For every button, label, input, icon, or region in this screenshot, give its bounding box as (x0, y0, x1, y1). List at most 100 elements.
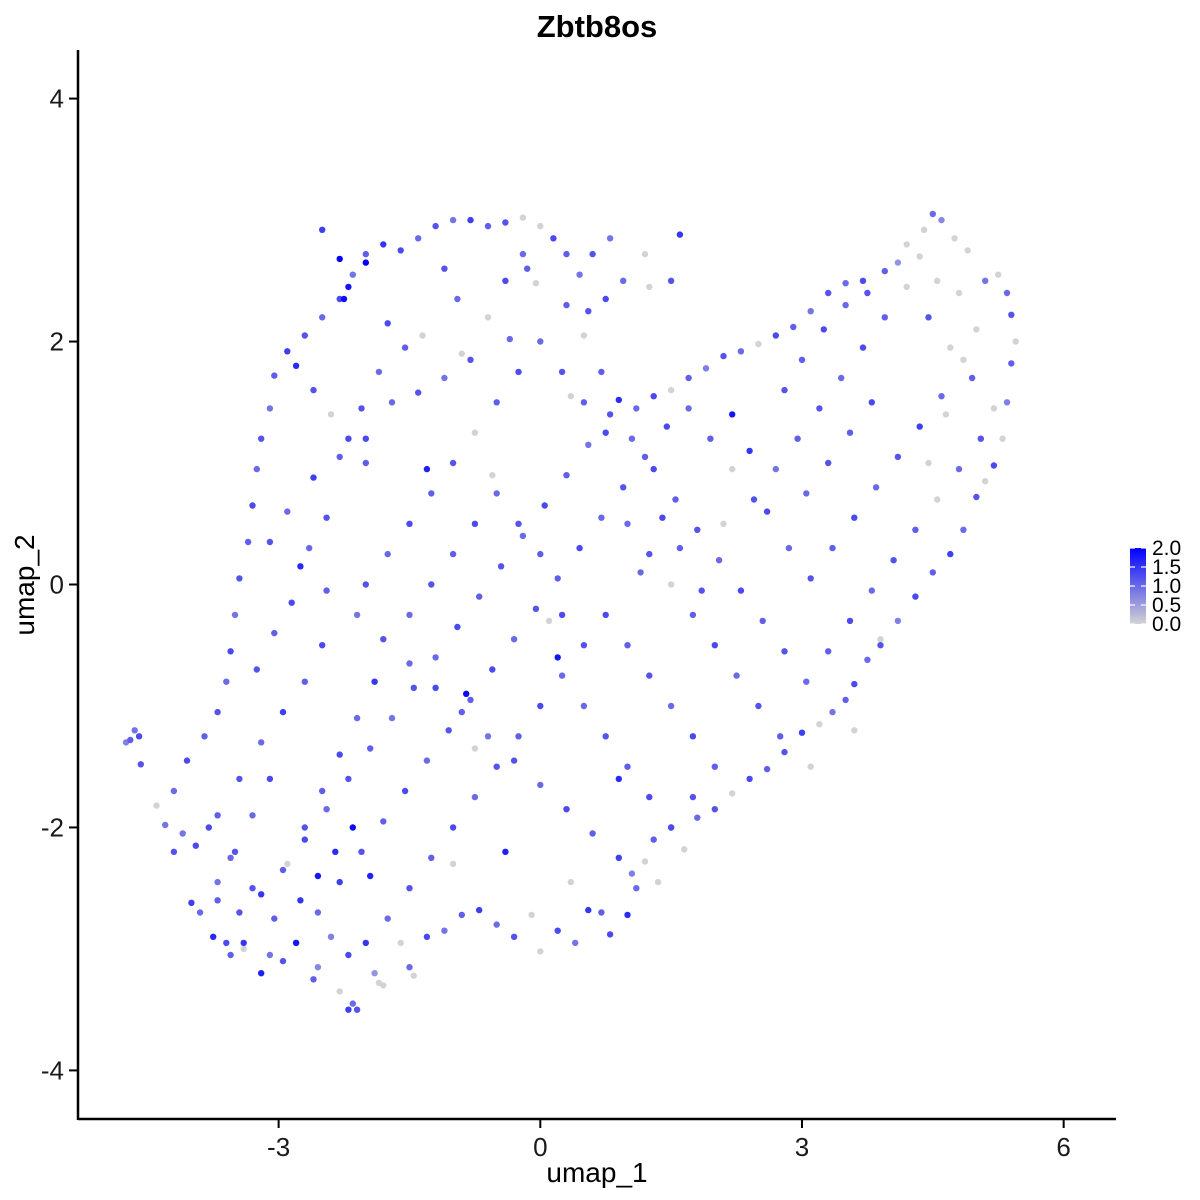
cell-point (449, 860, 457, 868)
cell-point (345, 283, 352, 291)
cell-point (746, 447, 753, 455)
cell-point (471, 520, 479, 527)
cell-point (170, 848, 178, 855)
cell-point (947, 550, 954, 558)
cell-point (685, 405, 692, 412)
cell-point (707, 435, 714, 442)
cell-point (781, 386, 788, 394)
cell-point (576, 544, 583, 552)
cell-point (271, 915, 278, 922)
cell-point (419, 332, 426, 339)
cell-point (877, 642, 884, 649)
y-axis-ticks: -4 -2 0 2 4 (41, 84, 78, 1085)
cell-point (223, 939, 230, 947)
cell-point (266, 775, 274, 783)
cell-point (353, 714, 361, 722)
legend-tick-label: 1.5 (1152, 556, 1181, 579)
cell-point (137, 761, 144, 768)
cell-point (938, 393, 945, 400)
cell-point (537, 702, 544, 710)
x-tick-label: 3 (795, 1132, 809, 1162)
cell-point (550, 235, 557, 242)
cell-point (532, 605, 540, 612)
cell-point (310, 976, 317, 983)
cell-point (362, 259, 369, 266)
cell-point (938, 216, 945, 224)
cell-point (406, 964, 413, 971)
cell-point (297, 897, 304, 904)
cell-point (580, 332, 588, 339)
cell-point (558, 672, 566, 679)
cell-point (467, 696, 474, 704)
cell-point (807, 575, 814, 582)
cell-point (319, 314, 326, 321)
cell-point (423, 757, 431, 764)
cell-point (244, 538, 252, 546)
cell-point (881, 314, 888, 321)
cell-point (231, 611, 239, 619)
cell-point (519, 250, 527, 258)
cell-point (502, 277, 509, 284)
legend-tick-label: 0.5 (1152, 594, 1181, 617)
cell-point (179, 830, 186, 837)
cell-point (685, 374, 692, 382)
cell-point (859, 344, 867, 351)
cell-point (755, 340, 762, 348)
cell-point (515, 520, 522, 527)
cell-point (227, 648, 234, 655)
cell-point (615, 775, 622, 783)
cell-point (825, 648, 832, 655)
cell-point (458, 350, 465, 357)
cell-point (602, 733, 609, 740)
chart-title: Zbtb8os (537, 9, 658, 44)
cell-point (567, 393, 574, 400)
cell-point (362, 459, 369, 467)
cell-point (249, 885, 256, 892)
cell-point (641, 858, 649, 865)
cell-point (271, 629, 278, 637)
cell-point (401, 344, 409, 351)
cell-point (676, 544, 684, 552)
cell-point (785, 544, 793, 552)
cell-point (371, 970, 378, 977)
cell-point (397, 939, 404, 947)
cell-point (606, 411, 614, 418)
cell-point (489, 666, 496, 673)
cell-point (746, 775, 753, 783)
cell-point (842, 696, 849, 704)
cell-point (615, 854, 622, 861)
cell-point (968, 374, 976, 382)
cell-point (929, 569, 936, 576)
cell-point (406, 611, 413, 619)
cell-point (951, 235, 958, 242)
cell-point (288, 599, 295, 606)
cell-point (410, 972, 417, 979)
cell-point (349, 271, 356, 278)
cell-point (737, 587, 745, 594)
cell-point (589, 830, 596, 837)
cell-point (240, 945, 247, 953)
x-axis-title: umap_1 (546, 1157, 647, 1188)
cell-point (864, 656, 871, 663)
cell-point (493, 921, 500, 928)
cell-point (537, 948, 544, 955)
color-legend-ticks: 0.00.51.01.52.0 (1130, 537, 1181, 636)
cell-point (1008, 311, 1015, 318)
cell-point (606, 235, 614, 242)
cell-point (454, 623, 461, 631)
cell-point (428, 581, 435, 588)
cell-point (563, 806, 570, 813)
cell-point (585, 906, 592, 914)
cell-point (982, 478, 989, 485)
cell-point (467, 216, 474, 224)
cell-point (934, 277, 941, 284)
cell-point (384, 550, 391, 558)
cell-point (650, 836, 657, 843)
cell-point (292, 362, 300, 369)
legend-tick-label: 1.0 (1152, 575, 1181, 598)
cell-point (920, 226, 928, 233)
cell-point (240, 939, 247, 947)
cell-point (1003, 289, 1011, 297)
cell-point (380, 636, 387, 643)
